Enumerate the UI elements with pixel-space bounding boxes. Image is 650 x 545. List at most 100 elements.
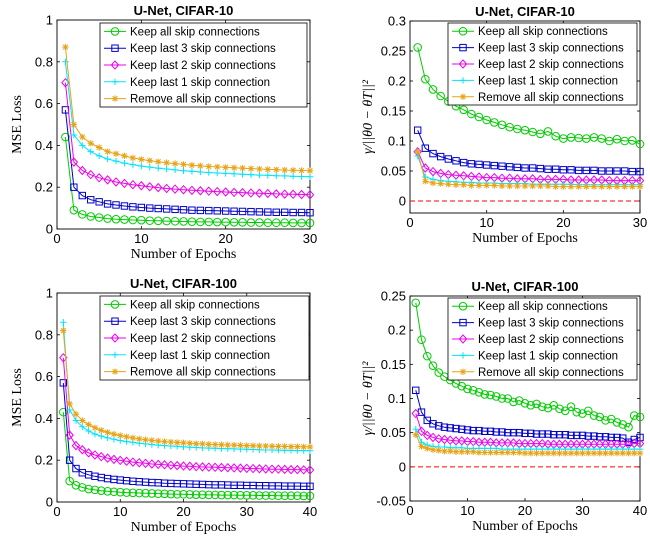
data-point <box>505 163 514 171</box>
data-point <box>264 172 272 179</box>
data-point <box>185 461 195 472</box>
data-point <box>147 459 157 469</box>
data-point <box>138 162 145 170</box>
data-point <box>170 216 180 226</box>
data-point <box>521 429 529 438</box>
chart-panel-4: 0 10 20 30 40-0.0500.050.10.150.20.25U-Net, … <box>361 279 647 534</box>
data-point <box>221 217 230 227</box>
data-point <box>87 196 95 204</box>
legend-label: Remove all skip connections <box>478 367 624 379</box>
data-point <box>463 384 472 394</box>
data-point <box>155 158 162 165</box>
data-point <box>544 182 552 190</box>
data-point <box>510 449 517 456</box>
data-point <box>91 430 99 438</box>
data-point <box>268 442 276 450</box>
data-point <box>544 430 552 438</box>
data-point <box>196 206 205 215</box>
data-point <box>205 441 212 448</box>
data-point <box>192 440 200 447</box>
data-point <box>417 335 426 345</box>
data-point <box>166 489 176 499</box>
data-point <box>138 156 145 163</box>
data-point <box>248 463 258 474</box>
legend-label: Keep all skip connections <box>130 299 260 311</box>
data-point <box>255 218 264 227</box>
data-point <box>452 448 460 455</box>
data-point <box>452 424 460 433</box>
data-point <box>429 179 437 187</box>
data-point <box>618 420 628 429</box>
data-point <box>272 208 280 216</box>
data-point <box>286 464 296 475</box>
data-point <box>111 177 121 187</box>
data-point <box>146 157 153 164</box>
data-point <box>559 166 568 174</box>
series-square <box>412 386 644 446</box>
chart-panel-2: 0 10 20 30 0 0.05 0.1 0.15 0.2 0.25 0.3 U-Net, CIFA… <box>361 4 647 246</box>
legend-marker <box>110 60 120 70</box>
data-point <box>437 180 444 187</box>
data-point <box>636 167 644 176</box>
data-point <box>422 351 432 361</box>
data-point <box>578 431 587 440</box>
data-point <box>417 426 426 437</box>
data-point <box>223 462 233 473</box>
y-tick-label: 0.4 <box>35 411 53 426</box>
x-tick-label: 0 <box>406 215 413 230</box>
data-point <box>590 183 598 190</box>
data-point <box>474 388 484 397</box>
data-point <box>248 491 258 500</box>
legend-item: Keep last 2 skip connections <box>104 333 276 345</box>
y-tick-label: 0.6 <box>35 369 53 384</box>
data-point <box>191 490 201 499</box>
data-point <box>444 155 453 163</box>
legend-marker <box>459 93 467 100</box>
data-point <box>180 439 187 447</box>
data-point <box>498 449 506 456</box>
data-point <box>267 491 277 500</box>
data-point <box>249 442 257 449</box>
y-tick-label: 0.15 <box>381 104 406 119</box>
y-tick-label: 0.2 <box>35 180 53 195</box>
legend-marker <box>110 300 120 309</box>
data-point <box>504 449 511 456</box>
y-tick-label: 1 <box>46 13 53 28</box>
data-point <box>264 166 272 173</box>
data-point <box>229 218 239 227</box>
legend-label: Keep last 1 skip connection <box>130 350 270 362</box>
data-point <box>129 434 137 442</box>
data-point <box>583 406 593 416</box>
data-point <box>289 173 297 180</box>
data-point <box>86 169 96 180</box>
data-point <box>153 459 163 470</box>
data-point <box>475 182 483 189</box>
data-point <box>539 449 546 457</box>
data-point <box>179 184 188 195</box>
data-point <box>66 400 73 407</box>
data-point <box>188 206 196 214</box>
data-point <box>613 183 621 190</box>
data-point <box>434 368 444 377</box>
data-point <box>492 428 500 436</box>
data-point <box>287 443 295 450</box>
data-point <box>90 485 100 495</box>
data-point <box>162 216 171 226</box>
data-point <box>204 217 214 227</box>
data-point <box>112 157 120 165</box>
data-point <box>205 206 213 215</box>
data-point <box>256 165 263 173</box>
series-square <box>61 106 314 217</box>
legend-marker <box>458 334 468 344</box>
data-point <box>482 115 491 125</box>
data-point <box>205 169 212 176</box>
data-point <box>173 439 181 446</box>
legend-marker <box>459 77 467 84</box>
data-point <box>294 443 301 450</box>
data-point <box>128 457 138 467</box>
data-point <box>120 178 129 189</box>
data-point <box>506 182 513 190</box>
x-tick-label: 20 <box>176 504 190 519</box>
x-tick-label: 0 <box>53 231 60 246</box>
chart-title: U-Net, CIFAR-10 <box>475 4 575 19</box>
